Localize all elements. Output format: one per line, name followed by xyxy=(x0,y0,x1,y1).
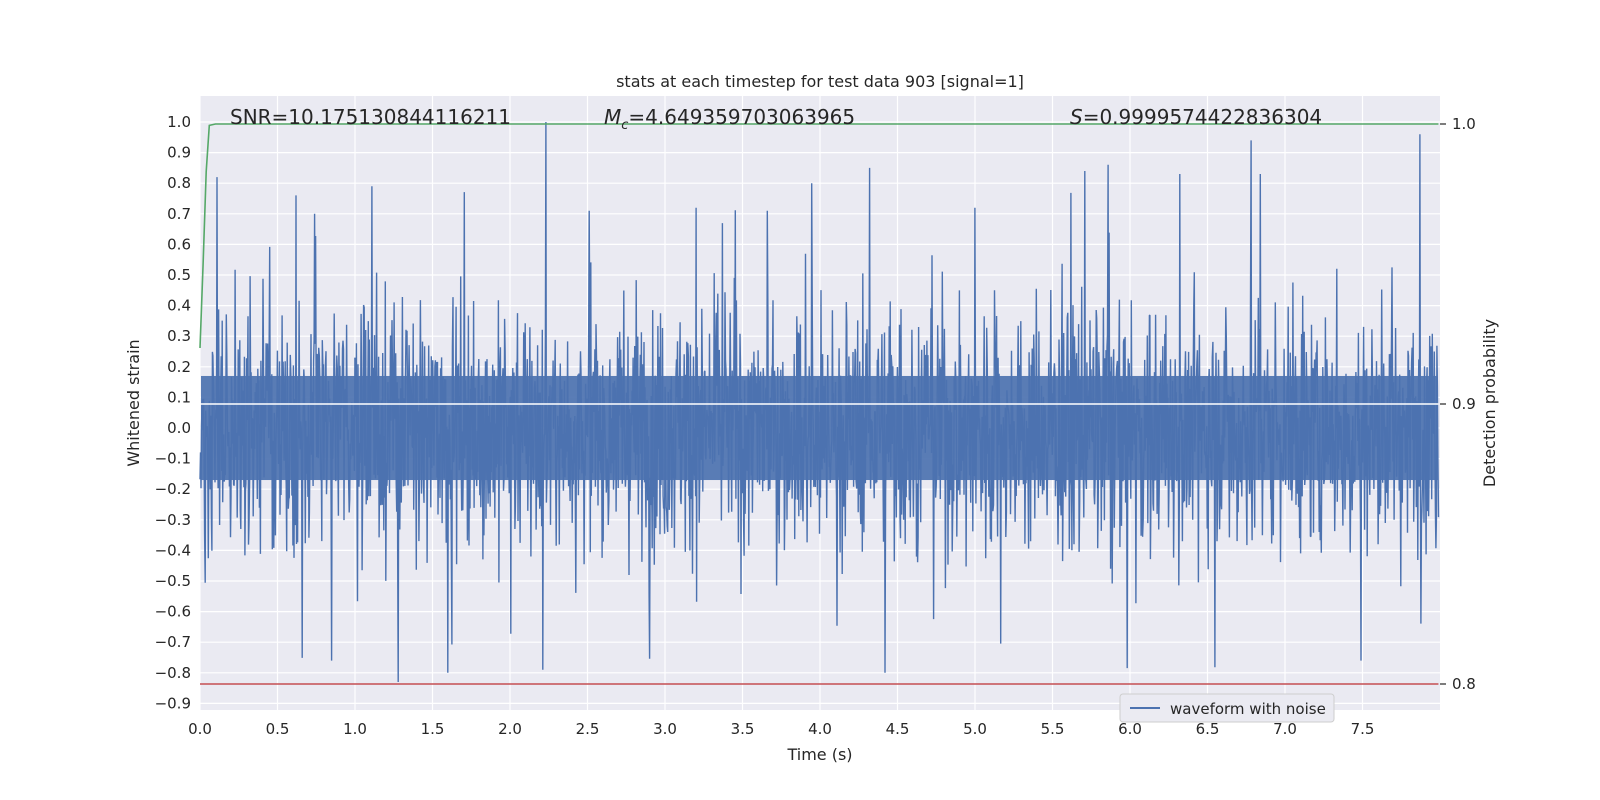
waveform-noise-core xyxy=(201,376,1437,480)
chirp-mass-annotation: Mc=4.649359703063965 xyxy=(604,105,855,133)
y-tick-label: 0.9 xyxy=(167,144,191,162)
y-tick-label: −0.6 xyxy=(155,603,191,621)
x-tick-label: 1.5 xyxy=(421,720,445,738)
x-tick-label: 2.5 xyxy=(576,720,600,738)
x-tick-label: 0.0 xyxy=(188,720,212,738)
x-tick-label: 2.0 xyxy=(498,720,522,738)
y2-tick-label: 1.0 xyxy=(1452,115,1476,133)
x-tick-label: 3.5 xyxy=(731,720,755,738)
x-tick-label: 4.5 xyxy=(886,720,910,738)
chirp-mass-symbol: M xyxy=(604,105,621,129)
chart-title: stats at each timestep for test data 903… xyxy=(616,72,1024,91)
x-tick-label: 1.0 xyxy=(343,720,367,738)
y-tick-label: −0.9 xyxy=(155,694,191,712)
y-tick-label: −0.3 xyxy=(155,511,191,529)
x-tick-label: 6.5 xyxy=(1196,720,1220,738)
y-tick-label: 0.4 xyxy=(167,297,191,315)
y-tick-label: 0.8 xyxy=(167,174,191,192)
y-tick-label: 0.6 xyxy=(167,235,191,253)
detection-score-annotation: S=0.9999574422836304 xyxy=(1070,105,1322,129)
y-tick-label: 0.3 xyxy=(167,327,191,345)
y-axis-label: Whitened strain xyxy=(124,339,143,466)
y-tick-label: 0.5 xyxy=(167,266,191,284)
y2-tick-label: 0.8 xyxy=(1452,675,1476,693)
y-tick-label: −0.4 xyxy=(155,541,191,559)
x-tick-label: 5.0 xyxy=(963,720,987,738)
x-tick-label: 0.5 xyxy=(266,720,290,738)
y-tick-label: 0.7 xyxy=(167,205,191,223)
x-tick-label: 7.5 xyxy=(1351,720,1375,738)
y-tick-label: 0.0 xyxy=(167,419,191,437)
y-tick-label: −0.7 xyxy=(155,633,191,651)
detection-score-symbol: S xyxy=(1070,105,1083,129)
legend-label: waveform with noise xyxy=(1170,700,1326,718)
snr-annotation: SNR=10.175130844116211 xyxy=(230,105,511,129)
y-tick-label: 0.2 xyxy=(167,358,191,376)
x-axis-label: Time (s) xyxy=(786,745,852,764)
y-tick-label: 0.1 xyxy=(167,388,191,406)
x-tick-label: 6.0 xyxy=(1118,720,1142,738)
x-tick-label: 5.5 xyxy=(1041,720,1065,738)
chirp-mass-subscript: c xyxy=(621,118,628,133)
y2-axis-label: Detection probability xyxy=(1480,319,1499,487)
detection-score-value: =0.9999574422836304 xyxy=(1083,105,1322,129)
y-tick-label: −0.2 xyxy=(155,480,191,498)
x-tick-label: 4.0 xyxy=(808,720,832,738)
y-tick-label: 1.0 xyxy=(167,113,191,131)
y-tick-label: −0.8 xyxy=(155,664,191,682)
x-tick-label: 3.0 xyxy=(653,720,677,738)
chirp-mass-value: =4.649359703063965 xyxy=(628,105,855,129)
y2-tick-label: 0.9 xyxy=(1452,395,1476,413)
x-tick-label: 7.0 xyxy=(1273,720,1297,738)
y-tick-label: −0.1 xyxy=(155,450,191,468)
y-tick-label: −0.5 xyxy=(155,572,191,590)
legend: waveform with noise xyxy=(1120,694,1334,722)
